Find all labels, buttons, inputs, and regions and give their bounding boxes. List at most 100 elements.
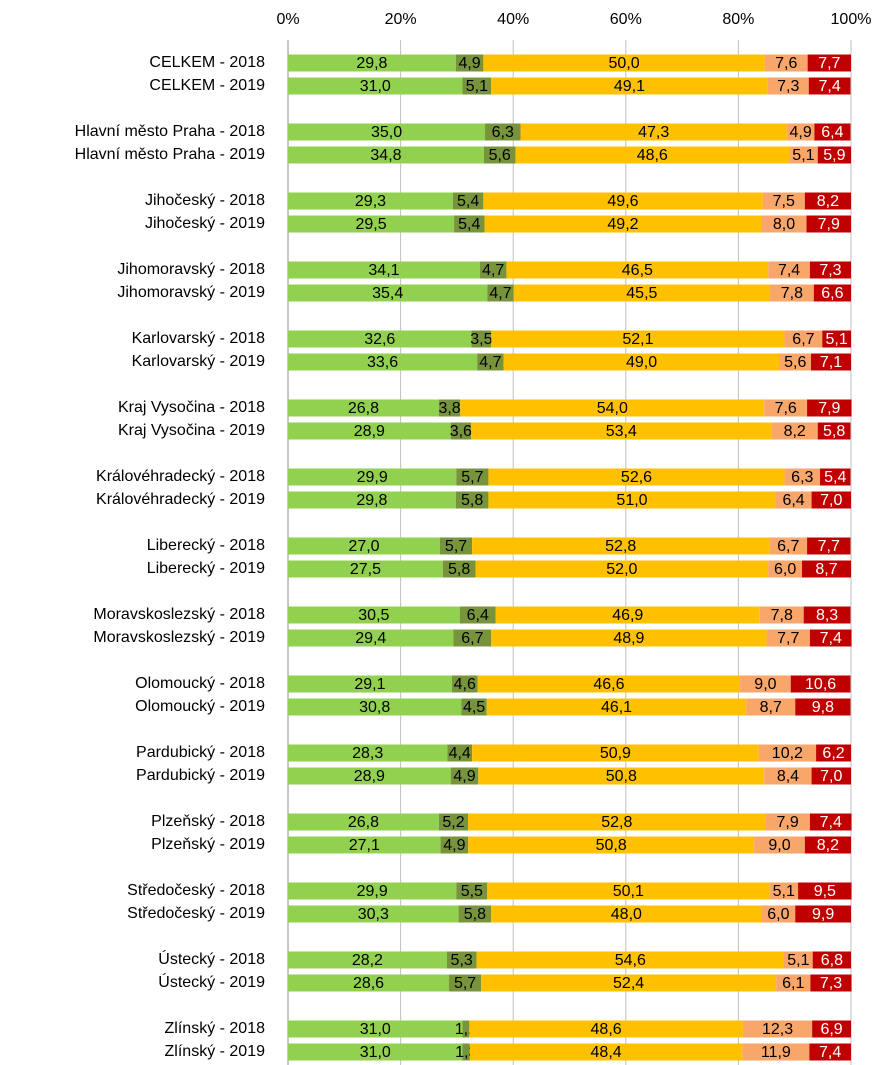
bar-segment bbox=[288, 974, 450, 992]
bar-segment bbox=[442, 560, 476, 578]
value-label: 28,9 bbox=[354, 768, 385, 785]
value-label: 34,1 bbox=[368, 262, 399, 279]
value-label: 7,9 bbox=[777, 814, 799, 831]
bar-segment bbox=[456, 882, 488, 900]
bar-segment bbox=[476, 951, 785, 969]
value-label: 31,0 bbox=[360, 78, 391, 95]
bar-segment bbox=[288, 629, 454, 647]
value-label: 29,4 bbox=[355, 630, 386, 647]
bar-segment bbox=[767, 77, 809, 95]
bar-segment bbox=[288, 422, 451, 440]
bar-segment bbox=[488, 491, 776, 509]
bar-segment bbox=[807, 537, 851, 555]
value-label: 7,7 bbox=[818, 55, 840, 72]
bar-segment bbox=[461, 698, 487, 716]
bar-segment bbox=[764, 767, 812, 785]
bar-segment bbox=[784, 468, 821, 486]
category-label: Moravskoslezský - 2019 bbox=[93, 629, 265, 646]
bar-segment bbox=[454, 215, 485, 233]
category-label: Ústecký - 2019 bbox=[158, 972, 265, 991]
bar-segment bbox=[740, 675, 791, 693]
value-label: 48,0 bbox=[611, 906, 642, 923]
value-label: 6,7 bbox=[777, 538, 799, 555]
category-label: Zlínský - 2018 bbox=[165, 1020, 266, 1037]
bar-segment bbox=[288, 123, 486, 141]
bar-segment bbox=[477, 675, 741, 693]
value-label: 5,1 bbox=[787, 952, 809, 969]
bar-segment bbox=[487, 882, 770, 900]
value-label: 29,5 bbox=[355, 216, 386, 233]
value-label: 29,8 bbox=[356, 55, 387, 72]
category-label: Královéhradecký - 2019 bbox=[96, 491, 265, 508]
value-label: 6,3 bbox=[492, 124, 514, 141]
bar-segment bbox=[814, 123, 851, 141]
value-label: 53,4 bbox=[606, 423, 637, 440]
bar-segment bbox=[812, 951, 851, 969]
bar-segment bbox=[811, 491, 851, 509]
value-label: 5,8 bbox=[464, 906, 486, 923]
bar-segment bbox=[288, 951, 447, 969]
value-label: 10,6 bbox=[805, 676, 836, 693]
bar-segment bbox=[485, 123, 521, 141]
value-label: 33,6 bbox=[367, 354, 398, 371]
value-label: 6,8 bbox=[821, 952, 843, 969]
bar-segment bbox=[798, 882, 852, 900]
value-label: 4,6 bbox=[454, 676, 476, 693]
value-label: 7,1 bbox=[820, 354, 842, 371]
bar-segment bbox=[483, 54, 765, 72]
bar-segment bbox=[804, 192, 851, 210]
bar-segment bbox=[809, 261, 851, 279]
bar-segment bbox=[491, 77, 768, 95]
bar-segment bbox=[483, 146, 516, 164]
value-label: 52,4 bbox=[613, 975, 644, 992]
category-label: Hlavní město Praha - 2019 bbox=[75, 146, 265, 163]
bar-segment bbox=[803, 606, 851, 624]
value-label: 6,1 bbox=[782, 975, 804, 992]
bar-segment bbox=[759, 606, 804, 624]
category-label: Pardubický - 2019 bbox=[136, 767, 265, 784]
value-label: 54,6 bbox=[615, 952, 646, 969]
value-label: 7,3 bbox=[820, 975, 842, 992]
bar-segment bbox=[513, 284, 770, 302]
value-label: 5,1 bbox=[792, 147, 814, 164]
value-label: 4,7 bbox=[489, 285, 511, 302]
bar-segment bbox=[288, 606, 460, 624]
bar-segment bbox=[452, 192, 484, 210]
bar-segment bbox=[477, 353, 504, 371]
value-label: 7,6 bbox=[775, 400, 797, 417]
category-label: Středočeský - 2018 bbox=[127, 882, 265, 899]
bar-segment bbox=[786, 123, 815, 141]
value-label: 5,1 bbox=[466, 78, 488, 95]
value-label: 32,6 bbox=[364, 331, 395, 348]
x-tick-label: 0% bbox=[276, 11, 299, 28]
bar-segment bbox=[288, 146, 484, 164]
value-label: 28,2 bbox=[352, 952, 383, 969]
x-tick-label: 60% bbox=[610, 11, 642, 28]
value-label: 7,4 bbox=[818, 78, 840, 95]
value-label: 5,1 bbox=[826, 331, 848, 348]
bar-segment bbox=[784, 951, 813, 969]
bar-segment bbox=[462, 77, 492, 95]
category-label: Jihomoravský - 2018 bbox=[117, 261, 265, 278]
bar-segment bbox=[515, 146, 790, 164]
value-label: 3,8 bbox=[438, 400, 460, 417]
value-label: 28,9 bbox=[354, 423, 385, 440]
value-label: 10,2 bbox=[772, 745, 803, 762]
value-label: 7,3 bbox=[819, 262, 841, 279]
bar-segment bbox=[761, 215, 807, 233]
category-label: Plzeňský - 2019 bbox=[151, 836, 265, 853]
category-label: Liberecký - 2018 bbox=[147, 537, 265, 554]
bar-segment bbox=[288, 261, 480, 279]
value-label: 48,6 bbox=[591, 1021, 622, 1038]
value-label: 7,7 bbox=[818, 538, 840, 555]
bar-segment bbox=[447, 744, 473, 762]
bar-segment bbox=[288, 491, 456, 509]
category-label: Jihočeský - 2018 bbox=[145, 192, 265, 209]
value-label: 34,8 bbox=[370, 147, 401, 164]
bar-segment bbox=[453, 629, 492, 647]
value-label: 6,0 bbox=[774, 561, 796, 578]
bar-segment bbox=[472, 537, 770, 555]
value-label: 5,8 bbox=[461, 492, 483, 509]
value-label: 9,0 bbox=[768, 837, 790, 854]
bar-segment bbox=[520, 123, 787, 141]
